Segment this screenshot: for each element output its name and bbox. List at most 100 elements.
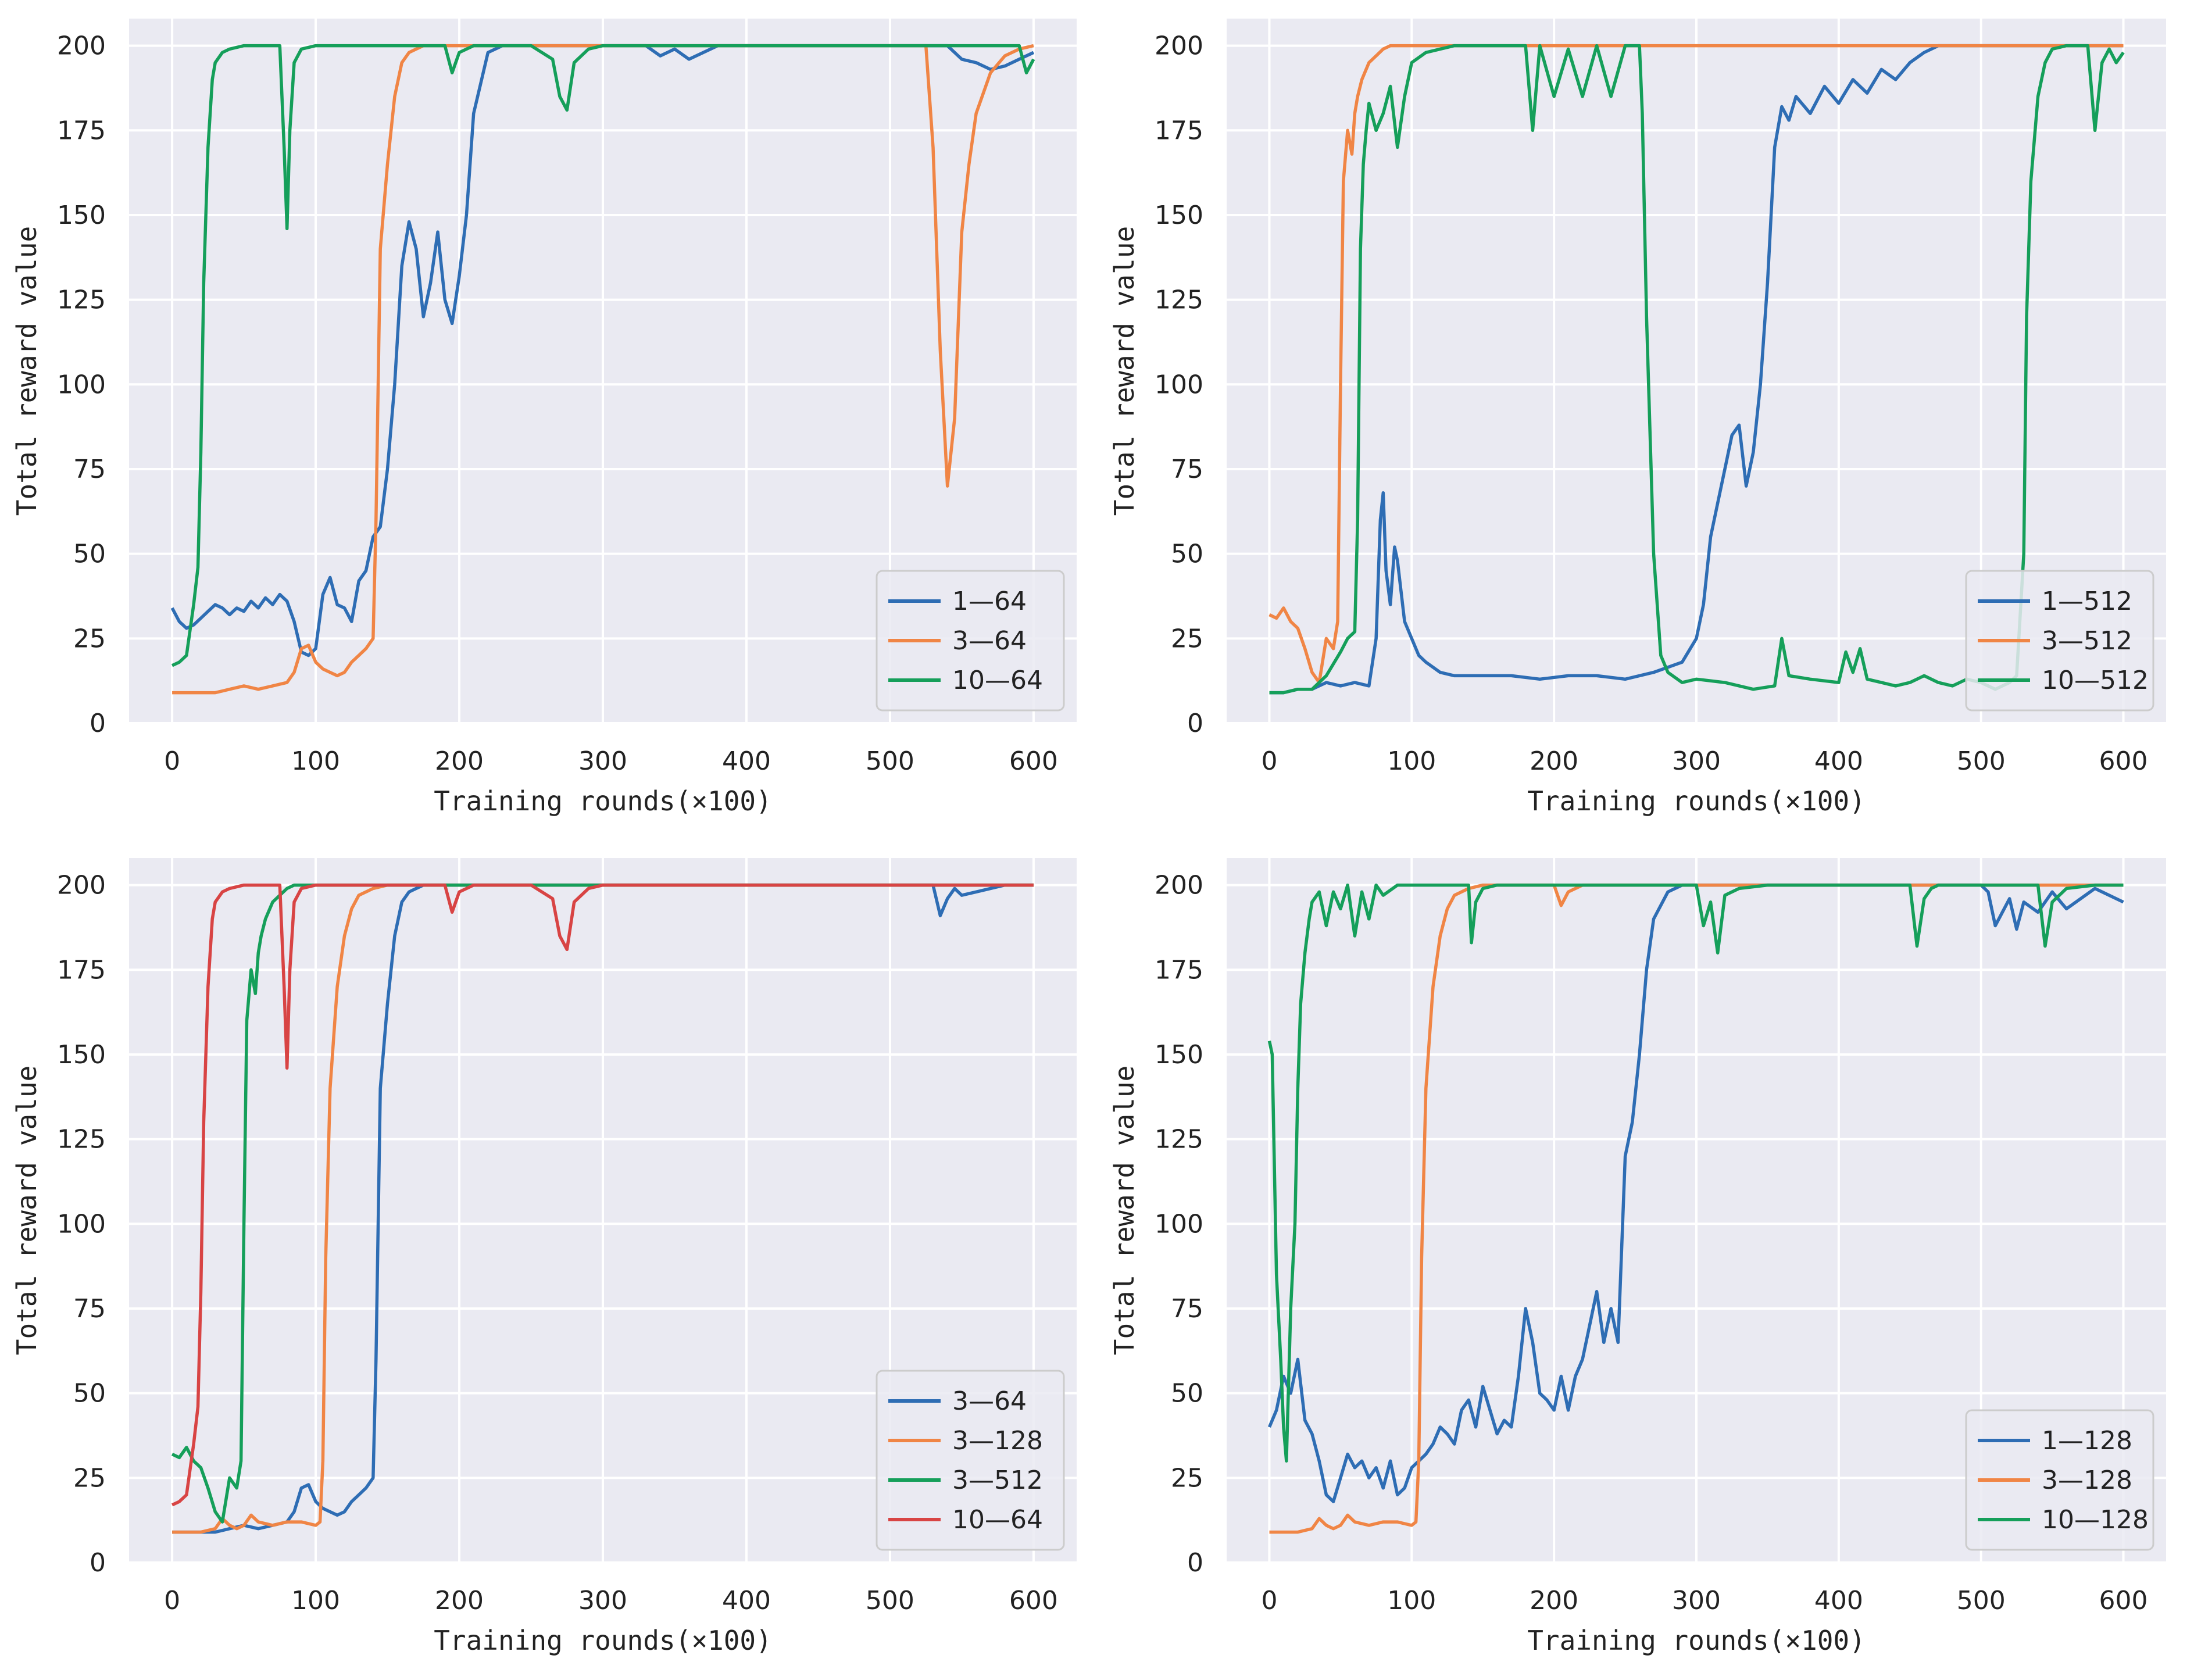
y-axis-label: Total reward value — [11, 1066, 42, 1356]
x-tick-label: 100 — [1387, 1586, 1436, 1615]
series-line-0 — [1267, 883, 2124, 1503]
y-tick-label: 125 — [57, 1125, 106, 1154]
x-tick-label: 600 — [2099, 746, 2148, 776]
legend-label: 3—512 — [2042, 626, 2132, 656]
x-tick-label: 300 — [578, 746, 627, 776]
legend: 3—64 3—128 3—512 10—64 — [876, 1370, 1065, 1551]
x-tick-label: 200 — [1530, 1586, 1578, 1615]
x-tick-label: 500 — [866, 1586, 914, 1615]
legend-label: 3—512 — [952, 1465, 1043, 1495]
x-tick-label: 0 — [164, 1586, 180, 1615]
y-tick-label: 125 — [57, 285, 106, 315]
y-tick-label: 175 — [57, 116, 106, 145]
series-line-0 — [1269, 44, 2124, 695]
legend-label: 3—128 — [952, 1426, 1043, 1456]
x-tick-label: 400 — [1814, 746, 1863, 776]
series-line-2 — [171, 44, 1035, 667]
y-tick-label: 75 — [1171, 1294, 1203, 1324]
x-axis-label: Training rounds(×100) — [434, 785, 772, 817]
y-tick-label: 0 — [90, 1548, 106, 1578]
chart-panel-bottom-right: 0 25 50 75 100 125 150 175 200 0 100 200 300 400 500 60… — [1109, 858, 2166, 1656]
y-tick-label: 75 — [73, 455, 106, 484]
x-tick-label: 600 — [1009, 1586, 1058, 1615]
y-tick-label: 50 — [1171, 1379, 1203, 1409]
y-tick-label: 150 — [1155, 201, 1203, 230]
legend-label: 3—64 — [952, 1386, 1027, 1416]
y-tick-label: 150 — [1155, 1040, 1203, 1070]
y-axis-label: Total reward value — [1109, 226, 1140, 516]
legend: 1—64 3—64 10—64 — [876, 570, 1065, 712]
chart-panel-bottom-left: 0 25 50 75 100 125 150 175 200 0 100 200 300 400 500 60… — [11, 858, 1077, 1656]
series-line-1 — [1269, 883, 2124, 1534]
y-tick-label: 200 — [1155, 31, 1203, 61]
legend-label: 1—64 — [952, 587, 1027, 616]
y-tick-label: 200 — [1155, 871, 1203, 900]
x-tick-label: 600 — [1009, 746, 1058, 776]
x-axis-label: Training rounds(×100) — [434, 1625, 772, 1656]
y-tick-label: 100 — [57, 1209, 106, 1239]
legend-label: 3—128 — [2042, 1465, 2132, 1495]
x-tick-label: 200 — [435, 1586, 484, 1615]
y-tick-label: 125 — [1155, 1125, 1203, 1154]
x-tick-label: 100 — [291, 1586, 340, 1615]
legend: 1—128 3—128 10—128 — [1965, 1409, 2154, 1551]
legend-label: 3—64 — [952, 626, 1027, 656]
legend-box — [1965, 1409, 2154, 1551]
legend: 1—512 3—512 10—512 — [1965, 570, 2154, 712]
y-tick-label: 75 — [1171, 455, 1203, 484]
legend-label: 10—64 — [952, 666, 1043, 695]
y-tick-label: 0 — [90, 709, 106, 738]
series-line-2 — [1267, 883, 2124, 1463]
y-tick-label: 25 — [1171, 1463, 1203, 1493]
legend-box — [876, 570, 1065, 712]
y-axis-label: Total reward value — [1109, 1066, 1140, 1356]
chart-panel-top-right: 0 25 50 75 100 125 150 175 200 0 100 200 300 400 500 60… — [1109, 19, 2166, 817]
x-tick-label: 300 — [578, 1586, 627, 1615]
x-tick-label: 500 — [866, 746, 914, 776]
y-tick-label: 75 — [73, 1294, 106, 1324]
y-tick-label: 50 — [1171, 539, 1203, 569]
legend-label: 10—64 — [952, 1505, 1043, 1535]
legend-label: 1—128 — [2042, 1426, 2132, 1456]
legend-box — [1965, 570, 2154, 712]
y-axis-label: Total reward value — [11, 226, 42, 516]
y-tick-label: 150 — [57, 201, 106, 230]
series-line-3 — [171, 883, 1034, 1507]
x-tick-label: 500 — [1957, 1586, 2006, 1615]
y-tick-label: 50 — [73, 1379, 106, 1409]
y-tick-label: 25 — [73, 1463, 106, 1493]
x-tick-label: 400 — [1814, 1586, 1863, 1615]
y-tick-label: 25 — [1171, 624, 1203, 653]
x-tick-label: 0 — [1261, 746, 1277, 776]
legend-label: 1—512 — [2042, 587, 2132, 616]
y-tick-label: 100 — [57, 370, 106, 399]
y-tick-label: 175 — [57, 955, 106, 985]
y-tick-label: 200 — [57, 871, 106, 900]
y-tick-label: 150 — [57, 1040, 106, 1070]
x-tick-label: 0 — [164, 746, 180, 776]
x-tick-label: 500 — [1957, 746, 2006, 776]
y-tick-label: 0 — [1187, 709, 1203, 738]
y-tick-label: 100 — [1155, 1209, 1203, 1239]
x-tick-label: 100 — [1387, 746, 1436, 776]
chart-panel-top-left: 0 25 50 75 100 125 150 175 200 0 100 200 300 400 500 60… — [11, 19, 1077, 817]
y-tick-label: 50 — [73, 539, 106, 569]
x-axis-label: Training rounds(×100) — [1527, 785, 1866, 817]
y-tick-label: 200 — [57, 31, 106, 61]
x-tick-label: 0 — [1261, 1586, 1277, 1615]
y-tick-label: 175 — [1155, 955, 1203, 985]
y-tick-label: 25 — [73, 624, 106, 653]
y-tick-label: 100 — [1155, 370, 1203, 399]
x-tick-label: 400 — [722, 746, 771, 776]
x-tick-label: 300 — [1672, 746, 1721, 776]
legend-label: 10—512 — [2042, 666, 2149, 695]
x-axis-label: Training rounds(×100) — [1527, 1625, 1866, 1656]
x-tick-label: 100 — [291, 746, 340, 776]
legend-box — [876, 1370, 1065, 1551]
y-tick-label: 0 — [1187, 1548, 1203, 1578]
y-tick-label: 175 — [1155, 116, 1203, 145]
x-tick-label: 600 — [2099, 1586, 2148, 1615]
legend-label: 10—128 — [2042, 1505, 2149, 1535]
y-tick-label: 125 — [1155, 285, 1203, 315]
